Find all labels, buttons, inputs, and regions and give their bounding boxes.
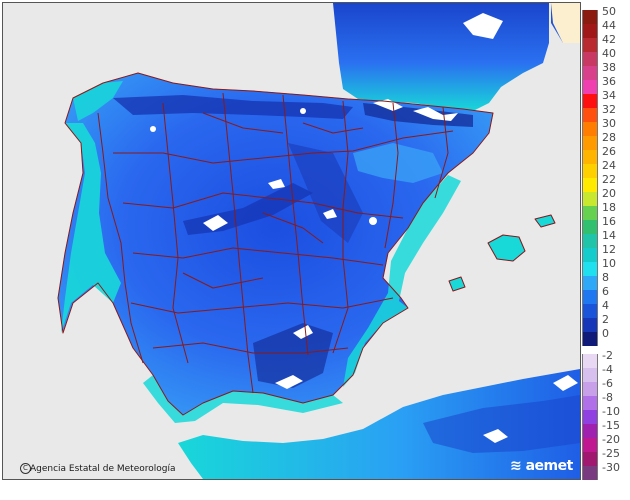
- legend-swatch: [582, 52, 598, 66]
- ebro-valley: [353, 143, 443, 183]
- legend-swatch: [582, 396, 598, 410]
- legend-swatch: [582, 452, 598, 466]
- legend-label: 32: [602, 103, 616, 116]
- legend-label: 22: [602, 173, 616, 186]
- legend-label: 24: [602, 159, 616, 172]
- legend-label: 28: [602, 131, 616, 144]
- legend-swatch: [582, 410, 598, 424]
- cantabrian-mountains: [113, 95, 353, 119]
- legend-swatch: [582, 438, 598, 452]
- legend-swatch: [582, 80, 598, 94]
- iberian-system: [288, 143, 363, 243]
- mediterranean-coast-band: [343, 175, 461, 387]
- legend-swatch: [582, 368, 598, 382]
- legend-swatch: [582, 108, 598, 122]
- administrative-borders: [57, 72, 556, 416]
- legend-swatch: [582, 122, 598, 136]
- legend-swatch: [582, 150, 598, 164]
- legend-swatch: [582, 136, 598, 150]
- legend-label: 44: [602, 19, 616, 32]
- legend-swatch: [582, 234, 598, 248]
- legend-label: 20: [602, 187, 616, 200]
- legend-swatch: [582, 206, 598, 220]
- legend-label: -10: [602, 405, 620, 418]
- legend-swatch: [582, 220, 598, 234]
- legend-label: 4: [602, 299, 609, 312]
- legend-label: -30: [602, 461, 620, 474]
- legend-swatch: [582, 94, 598, 108]
- legend-swatch: [582, 262, 598, 276]
- legend-swatch: [582, 332, 598, 346]
- legend-label: 2: [602, 313, 609, 326]
- legend-label: 6: [602, 285, 609, 298]
- legend-label: 12: [602, 243, 616, 256]
- legend-swatch: [582, 318, 598, 332]
- africa-snow: [483, 375, 578, 443]
- andalusia-coast-band: [143, 375, 343, 423]
- legend-swatch: [582, 178, 598, 192]
- galicia-coast-band: [73, 81, 123, 121]
- legend-swatch: [582, 10, 598, 24]
- france-region: [333, 3, 580, 111]
- legend-swatch: [582, 354, 598, 368]
- map-canvas: [57, 3, 580, 479]
- legend-label: -20: [602, 433, 620, 446]
- legend-swatch: [582, 192, 598, 206]
- legend-swatch: [582, 66, 598, 80]
- legend-label: 42: [602, 33, 616, 46]
- map-credit: Agencia Estatal de Meteorología: [30, 464, 176, 474]
- temperature-map: [2, 2, 581, 480]
- ibiza-island: [448, 276, 466, 292]
- legend-swatch: [582, 164, 598, 178]
- legend-label: 10: [602, 257, 616, 270]
- sierra-nevada: [253, 323, 333, 388]
- legend-label: -2: [602, 349, 613, 362]
- legend-swatch: [582, 276, 598, 290]
- legend-label: 14: [602, 229, 616, 242]
- alps-region: [551, 3, 580, 43]
- legend-label: 38: [602, 61, 616, 74]
- legend-swatch: [582, 38, 598, 52]
- legend-label: -8: [602, 391, 613, 404]
- legend-label: -15: [602, 419, 620, 432]
- legend-swatch: [582, 304, 598, 318]
- legend-label: -25: [602, 447, 620, 460]
- legend-swatch: [582, 248, 598, 262]
- legend-label: 34: [602, 89, 616, 102]
- legend-label: 0: [602, 327, 609, 340]
- rif-mountains: [423, 395, 580, 453]
- legend-label: 18: [602, 201, 616, 214]
- temperature-legend: 50 44 42 40 38 36 34 32 30 28 26 24 22 20 18 16 14 12 10 8 6…: [582, 6, 630, 485]
- legend-swatch: [582, 382, 598, 396]
- legend-label: -6: [602, 377, 613, 390]
- portugal-coast-band: [61, 123, 121, 333]
- aemet-logo: ≋ aemet: [510, 458, 573, 474]
- legend-label: 16: [602, 215, 616, 228]
- legend-swatch: [582, 290, 598, 304]
- legend-swatch: [582, 466, 598, 480]
- legend-label: 26: [602, 145, 616, 158]
- legend-label: 36: [602, 75, 616, 88]
- legend-swatch: [582, 24, 598, 38]
- legend-label: 50: [602, 5, 616, 18]
- legend-swatch: [582, 424, 598, 438]
- copyright-icon: C: [20, 463, 31, 474]
- legend-label: -4: [602, 363, 613, 376]
- legend-label: 8: [602, 271, 609, 284]
- legend-label: 30: [602, 117, 616, 130]
- legend-label: 40: [602, 47, 616, 60]
- snow-spots: [150, 13, 503, 389]
